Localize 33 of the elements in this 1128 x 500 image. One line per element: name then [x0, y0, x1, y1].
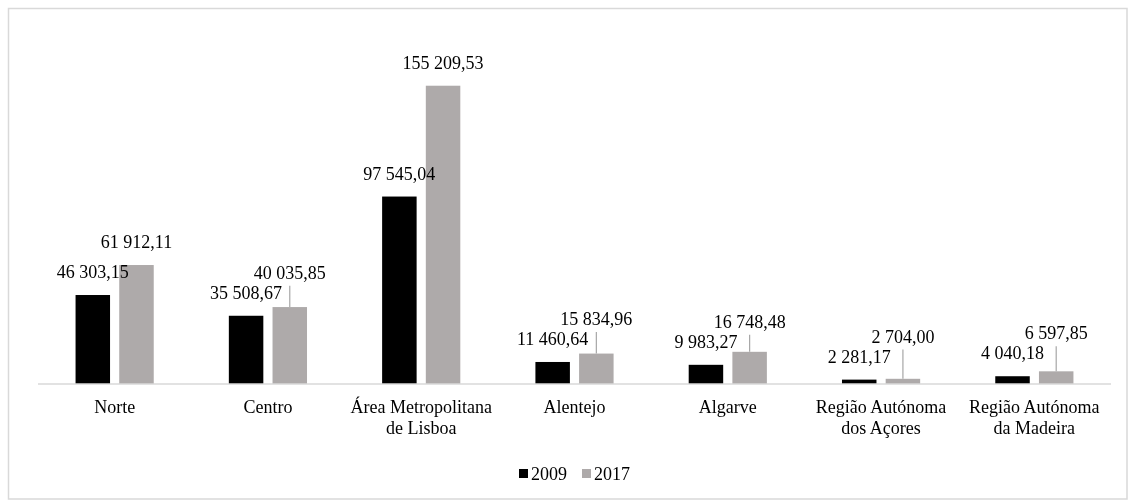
- data-label: 155 209,53: [402, 52, 484, 73]
- data-label: 97 545,04: [363, 163, 436, 184]
- bar: [732, 351, 767, 384]
- legend-label: 2009: [531, 464, 567, 484]
- data-label: 4 040,18: [981, 343, 1045, 364]
- data-label: 16 748,48: [713, 311, 786, 332]
- bar: [228, 315, 264, 384]
- data-label: 15 834,96: [560, 308, 633, 329]
- data-label: 6 597,85: [1024, 323, 1088, 344]
- bar: [535, 361, 570, 384]
- bar: [1038, 371, 1074, 384]
- bar: [995, 376, 1030, 384]
- bar: [688, 364, 724, 384]
- bar: [579, 353, 614, 384]
- x-tick-label: Algarve: [698, 397, 757, 417]
- data-label: 46 303,15: [56, 262, 129, 283]
- legend-label: 2017: [594, 464, 630, 484]
- data-label: 9 983,27: [674, 331, 738, 352]
- x-tick-label: Região Autónoma da Madeira: [969, 397, 1100, 438]
- data-label: 2 704,00: [871, 326, 935, 347]
- x-tick-label: Área Metropolitana de Lisboa: [350, 396, 492, 438]
- data-label: 35 508,67: [210, 282, 283, 303]
- bar: [382, 196, 417, 384]
- data-label: 61 912,11: [100, 232, 173, 253]
- x-tick-label: Região Autónoma dos Açores: [815, 397, 947, 438]
- x-tick-label: Centro: [243, 397, 293, 417]
- x-tick-label: Norte: [94, 397, 136, 417]
- data-label: 2 281,17: [827, 346, 891, 367]
- data-label: 40 035,85: [253, 262, 326, 283]
- x-tick-label: Alentejo: [543, 397, 606, 417]
- bar: [272, 307, 308, 384]
- data-label: 11 460,64: [516, 328, 589, 349]
- bar: [75, 295, 111, 384]
